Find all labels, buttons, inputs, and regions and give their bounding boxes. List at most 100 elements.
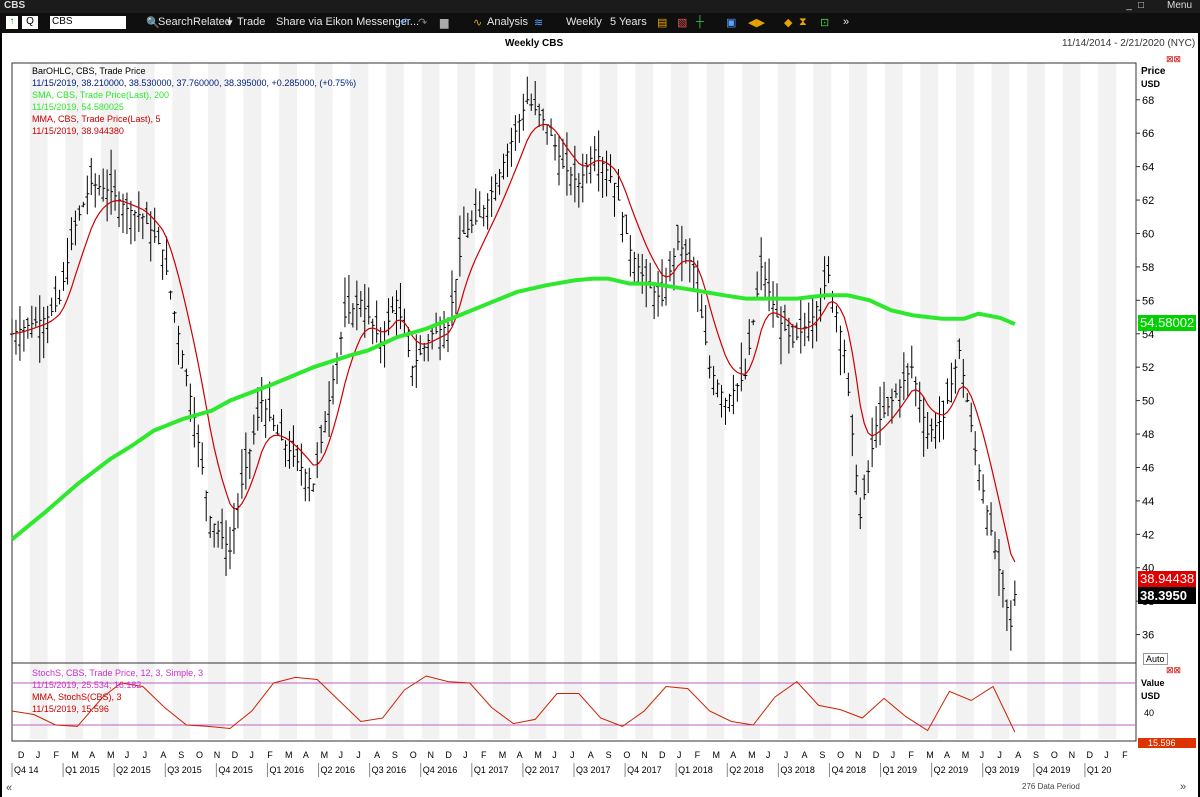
ohlc-bar: [1004, 599, 1009, 632]
ohlc-bar: [208, 515, 213, 538]
share-messenger-button[interactable]: Share via Eikon Messenger...: [276, 16, 420, 28]
scroll-forward-icon[interactable]: »: [1180, 781, 1187, 793]
ohlc-bar: [358, 290, 363, 318]
ohlc-bar: [755, 271, 760, 300]
ohlc-bar: [263, 399, 268, 438]
month-label: D: [232, 750, 239, 760]
line-chart-icon[interactable]: ▧: [677, 17, 688, 29]
month-label: M: [534, 750, 542, 760]
ohlc-bar: [1012, 580, 1017, 606]
ohlc-bar: [410, 365, 415, 387]
folder-icon[interactable]: ▆: [440, 17, 449, 29]
month-label: S: [819, 750, 825, 760]
analysis-button[interactable]: Analysis: [487, 16, 528, 28]
ohlc-bar: [366, 287, 371, 325]
month-label: J: [143, 750, 148, 760]
ric-input[interactable]: CBS: [50, 16, 126, 29]
ohlc-bar: [283, 440, 288, 467]
ohlc-bar: [140, 213, 145, 240]
ohlc-bar: [533, 80, 538, 116]
related-button[interactable]: Related: [193, 16, 231, 28]
ohlc-bar: [228, 526, 233, 570]
interval-select[interactable]: Weekly: [566, 16, 602, 28]
ohlc-bar: [790, 324, 795, 348]
data-period-label: 276 Data Period: [1022, 782, 1080, 791]
wave-icon[interactable]: ≋: [534, 17, 544, 29]
chart-area[interactable]: 3638404244464850525456586062646668DJFMAM…: [2, 33, 1198, 797]
scroll-vertical-icon[interactable]: ◆: [784, 17, 793, 29]
export-icon[interactable]: ⊡: [820, 17, 830, 29]
y-tick-label: 36: [1142, 630, 1154, 642]
ohlc-bar: [192, 397, 197, 448]
ohlc-bar: [113, 169, 118, 211]
up-arrow-icon[interactable]: ↑: [6, 16, 18, 29]
menu-button[interactable]: Menu: [1166, 0, 1192, 11]
window-controls[interactable]: _□: [1126, 0, 1150, 11]
ohlc-bar: [469, 210, 474, 234]
ohlc-bar: [600, 156, 605, 198]
ohlc-bar: [553, 133, 558, 161]
period-select[interactable]: 5 Years: [610, 16, 647, 28]
ohlc-bar: [989, 502, 994, 536]
ohlc-bar: [109, 149, 114, 215]
ohlc-bar: [184, 368, 189, 387]
zoom-icon[interactable]: ▣: [726, 17, 737, 29]
redo-icon[interactable]: ↷: [418, 17, 428, 29]
mma-value-badge: 38.94438: [1138, 571, 1196, 587]
month-band: [350, 63, 369, 739]
chart-title: Weekly CBS: [505, 38, 564, 49]
close-pane-icon[interactable]: ⊠⊠: [1166, 54, 1182, 64]
month-band: [207, 63, 226, 739]
ohlc-bar: [461, 206, 466, 234]
undo-icon[interactable]: ↶: [400, 17, 410, 29]
ohlc-bar: [985, 505, 990, 536]
stoch-axis-title: Value: [1141, 678, 1165, 688]
trade-button[interactable]: Trade: [237, 16, 266, 28]
ohlc-bar: [1000, 570, 1005, 608]
stoch-value-badge: 15.596: [1138, 738, 1196, 748]
ohlc-bar: [152, 207, 157, 243]
dropdown-icon[interactable]: ▾: [227, 17, 233, 29]
search-button[interactable]: Search: [158, 16, 193, 28]
fit-icon[interactable]: ⧗: [799, 16, 807, 28]
ohlc-bar: [893, 383, 898, 399]
ohlc-bar: [921, 396, 926, 457]
month-label: J: [356, 750, 361, 760]
ohlc-bar: [97, 174, 102, 196]
stoch-axis-tick: 40: [1144, 708, 1155, 718]
ohlc-bar: [826, 256, 831, 284]
ohlc-bar: [501, 153, 506, 180]
search-icon[interactable]: 🔍: [146, 17, 160, 29]
legend-line: MMA, StochS(CBS), 3: [32, 692, 122, 702]
y-tick-label: 46: [1142, 462, 1154, 474]
auto-scale-button[interactable]: Auto: [1143, 653, 1168, 665]
legend-line: StochS, CBS, Trade Price, 12, 3, Simple,…: [32, 668, 204, 678]
scroll-left-icon[interactable]: ◀▶: [748, 17, 765, 29]
ohlc-bar: [707, 355, 712, 379]
ohlc-bar: [89, 157, 94, 196]
month-band: [314, 63, 333, 739]
close-stoch-pane-icon[interactable]: ⊠⊠: [1166, 665, 1182, 675]
chart-type-icon[interactable]: ▤: [657, 17, 668, 29]
analysis-icon[interactable]: ∿: [473, 17, 483, 29]
crosshair-icon[interactable]: ┼: [696, 16, 704, 28]
y-tick-label: 60: [1142, 228, 1154, 240]
ohlc-bar: [557, 135, 561, 186]
more-icon[interactable]: »: [843, 16, 850, 28]
month-label: M: [712, 750, 720, 760]
ohlc-bar: [29, 305, 34, 338]
scroll-back-icon[interactable]: «: [6, 782, 13, 794]
quarter-label: Q4 2018: [831, 765, 866, 775]
ohlc-bar: [13, 319, 18, 355]
y-tick-label: 56: [1142, 295, 1154, 307]
ohlc-bar: [212, 523, 217, 548]
ohlc-bar: [465, 212, 470, 238]
ohlc-bar: [362, 284, 367, 338]
ohlc-bar: [977, 464, 982, 491]
instrument-type-select[interactable]: Q: [22, 16, 38, 29]
ohlc-bar: [878, 386, 883, 446]
month-band: [813, 63, 832, 739]
window-title: CBS: [4, 0, 26, 11]
ohlc-bar: [743, 358, 748, 380]
month-band: [1027, 63, 1045, 739]
